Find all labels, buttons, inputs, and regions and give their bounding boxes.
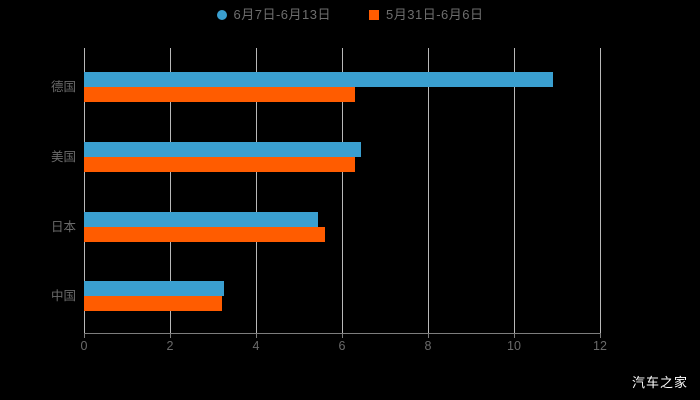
circle-marker-icon (216, 9, 227, 20)
x-tick-label-3: 6 (338, 339, 346, 353)
x-tick-mark-3 (342, 333, 343, 338)
x-tick-mark-5 (514, 333, 515, 338)
watermark: 汽车之家 (631, 375, 688, 390)
x-tick-label-6: 12 (593, 339, 607, 353)
x-tick-label-0: 0 (80, 339, 88, 353)
y-axis-category-labels: 德国 美国 日本 中国 (0, 0, 76, 400)
x-tick-mark-2 (256, 333, 257, 338)
x-tick-mark-6 (600, 333, 601, 338)
bar-德国-series-2[interactable] (84, 87, 355, 102)
y-axis-label-0: 德国 (50, 80, 76, 94)
gridline-3 (342, 48, 343, 333)
chart-plot-area (84, 48, 600, 333)
y-axis-label-3: 中国 (50, 289, 76, 303)
gridline-0 (84, 48, 85, 333)
gridline-6 (600, 48, 601, 333)
square-marker-icon (369, 9, 379, 20)
bar-美国-series-2[interactable] (84, 157, 355, 172)
x-tick-mark-1 (170, 333, 171, 338)
bar-日本-series-1[interactable] (84, 212, 319, 227)
bar-美国-series-1[interactable] (84, 142, 362, 157)
y-axis-label-2: 日本 (50, 220, 76, 234)
chart-legend: 6月7日-6月13日 5月31日-6月6日 (0, 8, 700, 21)
y-axis-label-1: 美国 (50, 150, 76, 164)
chart-gridlines (84, 48, 601, 333)
bar-中国-series-2[interactable] (84, 296, 222, 311)
bar-日本-series-2[interactable] (84, 227, 325, 242)
bar-德国-series-1[interactable] (84, 72, 553, 87)
x-tick-mark-4 (428, 333, 429, 338)
bar-中国-series-1[interactable] (84, 281, 224, 296)
legend-label-series-1: 6月7日-6月13日 (233, 7, 331, 22)
x-tick-label-5: 10 (507, 339, 521, 353)
x-tick-mark-0 (84, 333, 85, 338)
x-tick-label-4: 8 (424, 339, 432, 353)
legend-item-series-2[interactable]: 5月31日-6月6日 (369, 8, 483, 21)
legend-label-series-2: 5月31日-6月6日 (386, 7, 484, 22)
gridline-2 (256, 48, 257, 333)
x-tick-label-1: 2 (166, 339, 174, 353)
gridline-4 (428, 48, 429, 333)
x-tick-label-2: 4 (252, 339, 260, 353)
legend-item-series-1[interactable]: 6月7日-6月13日 (216, 7, 331, 22)
gridline-5 (514, 48, 515, 333)
gridline-1 (170, 48, 171, 333)
